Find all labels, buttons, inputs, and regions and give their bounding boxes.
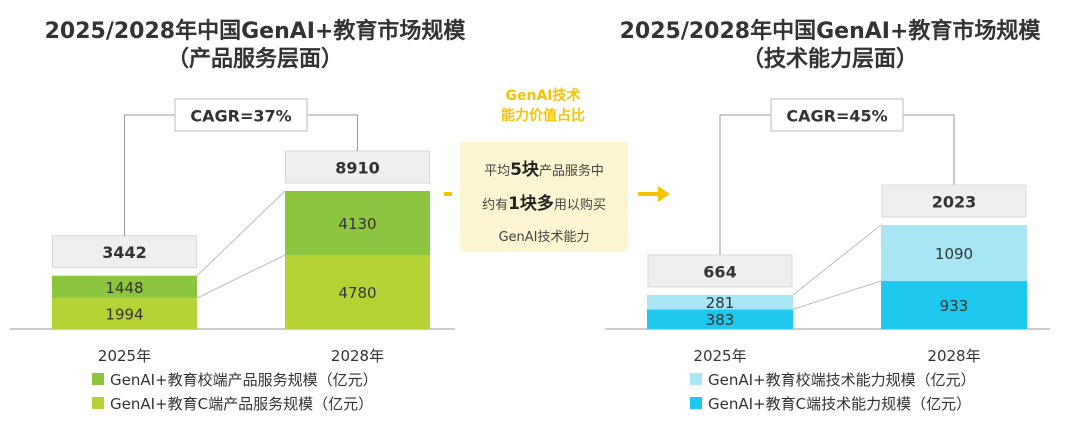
left-bar-1-1: [285, 191, 430, 255]
left-data-label-0-1: 1448: [105, 279, 143, 297]
left-legend-item-consumer: GenAI+教育C端产品服务规模（亿元）: [92, 391, 378, 415]
arrow-dash: [444, 192, 452, 196]
value-share-line1: 平均5块产品服务中: [460, 154, 628, 188]
right-chart-title-line1: 2025/2028年中国GenAI+教育市场规模: [619, 19, 1041, 44]
arrow-shaft: [638, 192, 660, 196]
right-total-box-1: [881, 184, 1027, 218]
left-connector-mid: [196, 254, 286, 299]
value-share-line1-bold: 5块: [510, 160, 539, 180]
left-chart: 1994 1448 3442 2025年 4780 4130 8910 2028年 CAGR=3…: [10, 98, 455, 365]
right-category-label-0: 2025年: [693, 347, 746, 365]
left-bar-1-0: [285, 254, 430, 329]
value-share-line2-pre: 约有: [482, 198, 509, 213]
value-share-line2: 约有1块多用以购买: [460, 188, 628, 222]
right-legend-label-consumer: GenAI+教育C端技术能力规模（亿元）: [708, 394, 972, 413]
left-total-box-0: [52, 235, 197, 269]
right-total-label-0: 664: [703, 262, 736, 281]
right-chart-title: 2025/2028年中国GenAI+教育市场规模 （技术能力层面）: [600, 18, 1060, 74]
right-category-label-1: 2028年: [927, 347, 980, 365]
arrow-icon: [444, 186, 670, 202]
left-category-label-0: 2025年: [98, 347, 151, 365]
value-share-line3: GenAI技术能力: [498, 230, 590, 245]
right-legend-label-school: GenAI+教育校端技术能力规模（亿元）: [708, 370, 976, 389]
left-total-box-1: [285, 150, 430, 184]
left-chart-title-line2: （产品服务层面）: [166, 47, 343, 72]
value-share-line1-pre: 平均: [484, 164, 511, 179]
value-share-line1-post: 产品服务中: [538, 164, 604, 179]
arrow-head: [658, 186, 670, 202]
left-cagr-label: CAGR=37%: [190, 107, 291, 126]
right-connector-top: [792, 224, 882, 296]
left-legend-swatch-school: [92, 373, 104, 385]
right-data-label-1-0: 933: [940, 297, 969, 315]
left-category-label-1: 2028年: [331, 347, 384, 365]
left-cagr-box: [174, 98, 308, 132]
left-legend-label-school: GenAI+教育校端产品服务规模（亿元）: [110, 370, 378, 389]
right-chart-title-line2: （技术能力层面）: [741, 47, 918, 72]
right-legend-swatch-consumer: [690, 397, 702, 409]
right-bar-0-0: [647, 309, 793, 329]
left-legend-swatch-consumer: [92, 397, 104, 409]
value-share-line2-bold: 1块多: [508, 194, 554, 214]
right-bar-1-0: [881, 281, 1027, 329]
right-total-box-0: [647, 254, 793, 288]
right-connector-mid: [792, 280, 882, 310]
right-cagr-label: CAGR=45%: [786, 107, 887, 126]
left-connector-top: [196, 190, 286, 277]
right-data-label-0-0: 383: [706, 311, 735, 329]
left-bar-0-0: [52, 298, 197, 329]
value-share-line2-post: 用以购买: [553, 198, 606, 213]
left-total-label-0: 3442: [102, 243, 147, 262]
right-legend-item-consumer: GenAI+教育C端技术能力规模（亿元）: [690, 391, 976, 415]
right-total-label-1: 2023: [932, 193, 977, 212]
right-bar-1-1: [881, 225, 1027, 282]
right-data-label-0-1: 281: [706, 294, 735, 312]
value-share-title: GenAI技术 能力价值占比: [468, 86, 618, 126]
left-data-label-1-0: 4780: [338, 284, 376, 302]
left-chart-title-line1: 2025/2028年中国GenAI+教育市场规模: [44, 19, 466, 44]
left-data-label-0-0: 1994: [105, 306, 143, 324]
right-legend: GenAI+教育校端技术能力规模（亿元） GenAI+教育C端技术能力规模（亿元…: [690, 367, 976, 415]
right-cagr-box: [770, 98, 904, 132]
left-legend-label-consumer: GenAI+教育C端产品服务规模（亿元）: [110, 394, 374, 413]
left-legend-item-school: GenAI+教育校端产品服务规模（亿元）: [92, 367, 378, 391]
right-legend-item-school: GenAI+教育校端技术能力规模（亿元）: [690, 367, 976, 391]
left-total-label-1: 8910: [335, 159, 380, 178]
left-chart-title: 2025/2028年中国GenAI+教育市场规模 （产品服务层面）: [20, 18, 490, 74]
left-data-label-1-1: 4130: [338, 215, 376, 233]
right-bar-0-1: [647, 294, 793, 310]
right-data-label-1-1: 1090: [935, 245, 973, 263]
left-legend: GenAI+教育校端产品服务规模（亿元） GenAI+教育C端产品服务规模（亿元…: [92, 367, 378, 415]
value-share-box: 平均5块产品服务中 约有1块多用以购买 GenAI技术能力: [460, 142, 628, 252]
right-legend-swatch-school: [690, 373, 702, 385]
value-share-title-line2: 能力价值占比: [501, 108, 585, 124]
left-bar-0-1: [52, 275, 197, 299]
value-share-title-line1: GenAI技术: [505, 88, 581, 104]
